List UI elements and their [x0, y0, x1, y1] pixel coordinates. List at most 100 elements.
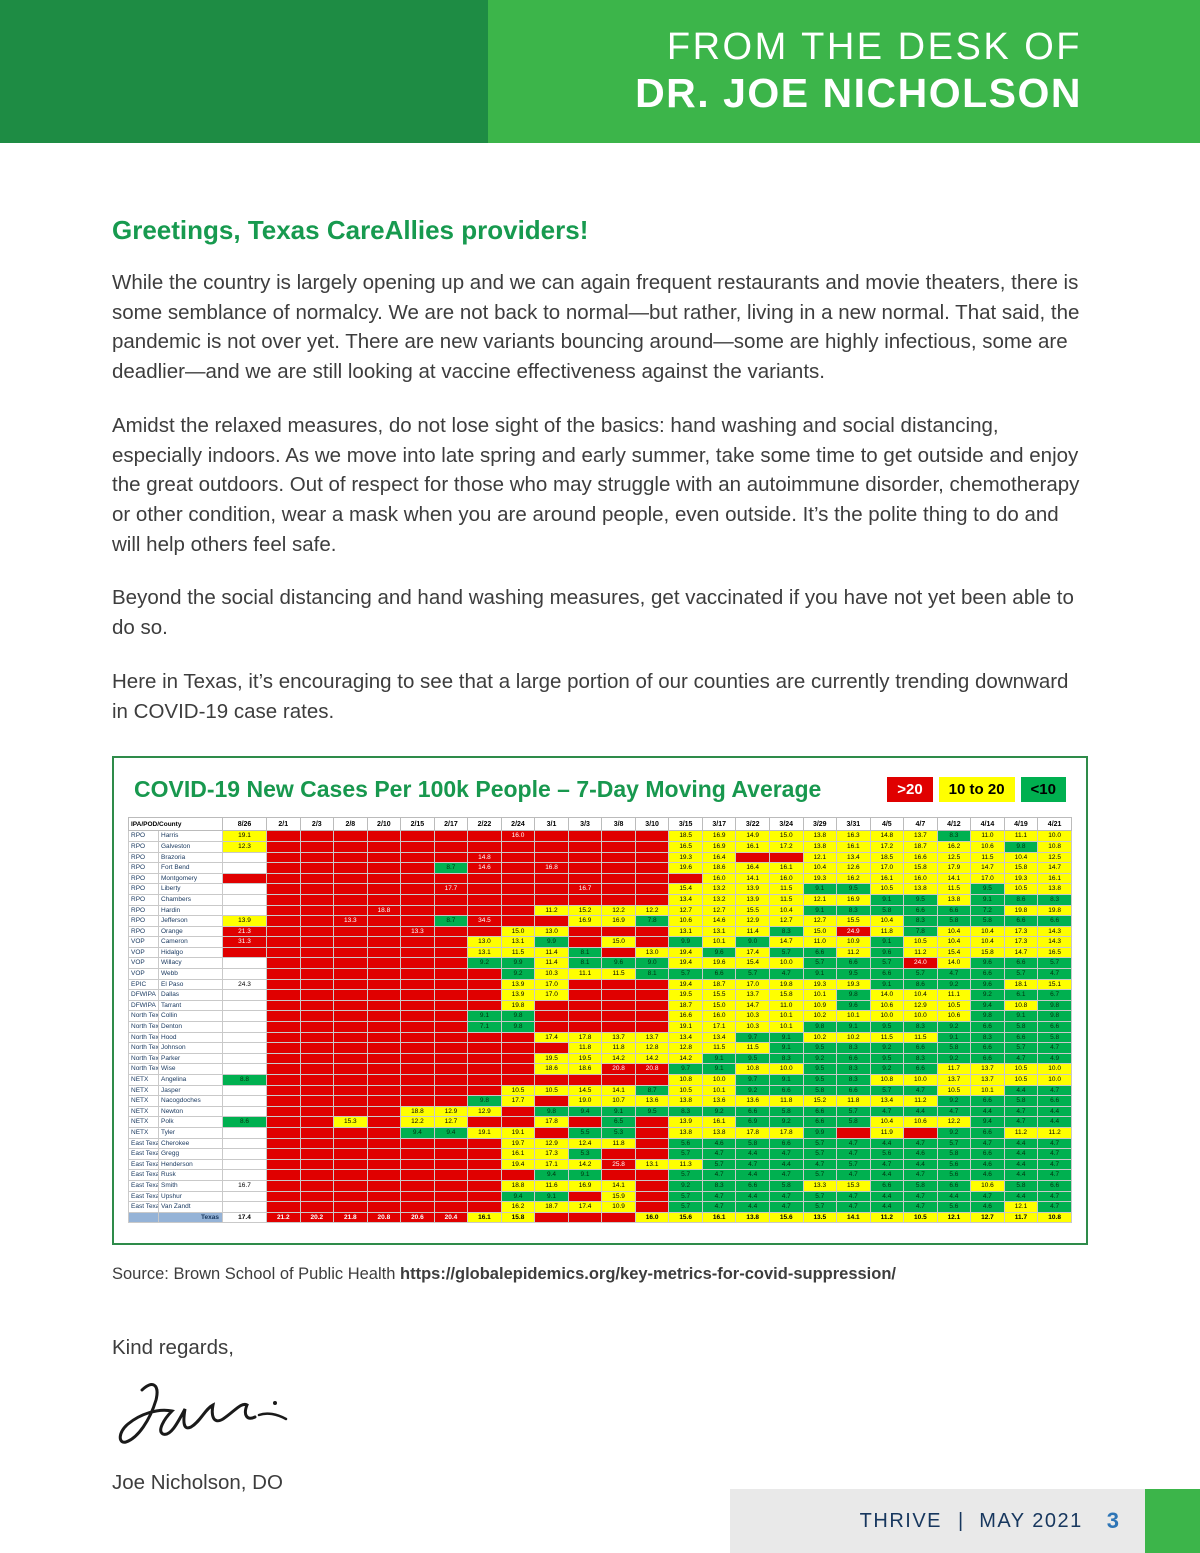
heatmap-col-header: 2/3 [299, 817, 335, 832]
heatmap-cell: 12.9 [433, 1105, 469, 1118]
heatmap-cell: 8.3 [768, 1052, 804, 1065]
heatmap-cell [634, 989, 670, 1001]
heatmap-cell: 16.9 [836, 893, 871, 906]
heatmap-cell [400, 1190, 435, 1203]
heatmap-cell: 9.8 [1003, 840, 1039, 853]
heatmap-cell [299, 1084, 335, 1097]
heatmap-cell: 10.3 [735, 1021, 770, 1033]
heatmap-cell [299, 978, 335, 991]
heatmap-cell: 8.7 [433, 862, 469, 874]
heatmap-cell [299, 1137, 335, 1150]
heatmap-cell [534, 1010, 569, 1023]
heatmap-cell: 5.8 [802, 1084, 838, 1097]
heatmap-cell [567, 872, 603, 885]
heatmap-cell: 5.6 [936, 1169, 972, 1181]
heatmap-cell [601, 893, 636, 906]
heatmap-cell: 5.8 [936, 1148, 972, 1160]
heatmap-cell: 5.7 [802, 1201, 838, 1213]
heatmap-cell: 9.5 [802, 1063, 838, 1075]
heatmap-cell [299, 1116, 335, 1128]
heatmap-cell: 8.3 [701, 1179, 737, 1192]
heatmap-cell: 4.6 [970, 1169, 1005, 1181]
heatmap-row: VOP Webb 9.2 10.3 11.1 11.5 8.1 5.7 6.6 5.7 4.7 9.1… [128, 968, 1072, 980]
heatmap-row: North Tex Collin 9.1 9.8 16.6 16.0 10.3 10.1 10.… [128, 1010, 1072, 1023]
heatmap-cell [601, 999, 636, 1012]
heatmap-cell [567, 1021, 603, 1033]
heatmap-cell: 8.3 [836, 1063, 871, 1075]
heatmap-cell: 13.8 [668, 1095, 703, 1107]
heatmap-cell [266, 1031, 301, 1044]
heatmap-org-label: RPO [128, 883, 159, 895]
heatmap-cell [266, 830, 301, 842]
heatmap-cell: 9.6 [601, 957, 636, 970]
heatmap-cell: 16.1 [1037, 872, 1072, 885]
heatmap-cell: 21.2 [266, 1211, 301, 1224]
heatmap-cell: 8.3 [768, 925, 804, 938]
heatmap-cell: 7.8 [634, 915, 670, 927]
heatmap-cell: 9.2 [802, 1052, 838, 1065]
heatmap-cell [567, 862, 603, 874]
heatmap-cell: 9.1 [768, 1042, 804, 1054]
heatmap-cell [467, 1052, 502, 1065]
heatmap-cell: 19.8 [500, 999, 536, 1012]
heatmap-cell [299, 1169, 335, 1181]
heatmap-cell [366, 1042, 402, 1054]
heatmap-col-header: 4/21 [1037, 817, 1072, 832]
heatmap-col-header: 8/26 [222, 817, 267, 832]
heatmap-org-label: RPO [128, 904, 159, 917]
heatmap-cell [467, 1137, 502, 1150]
heatmap-org-label: NETX [128, 1074, 159, 1086]
heatmap-cell: 5.7 [1003, 1042, 1039, 1054]
heatmap-org-label: NETX [128, 1095, 159, 1107]
heatmap-cell: 17.8 [534, 1116, 569, 1128]
heatmap-cell [299, 1010, 335, 1023]
heatmap-cell [433, 840, 469, 853]
heatmap-cell: 9.1 [701, 1052, 737, 1065]
heatmap-cell: 12.7 [433, 1116, 469, 1128]
heatmap-cell [299, 1201, 335, 1213]
heatmap-cell: 19.4 [668, 957, 703, 970]
heatmap-cell: 11.0 [802, 936, 838, 948]
heatmap-cell [500, 915, 536, 927]
heatmap-cell [433, 936, 469, 948]
heatmap-row: RPO Chambers 13.4 13.2 13.9 11.5 12.1 16.9 9.1 9.… [128, 893, 1072, 906]
heatmap-cell: 16.1 [735, 840, 770, 853]
heatmap-cell: 9.8 [467, 1095, 502, 1107]
heatmap-cell [266, 1105, 301, 1118]
legend-item: <10 [1020, 777, 1066, 803]
heatmap-cell: 5.7 [802, 1169, 838, 1181]
heatmap-cell: 10.5 [500, 1084, 536, 1097]
heatmap-cell: 18.8 [366, 904, 402, 917]
heatmap-cell: 9.1 [869, 893, 905, 906]
heatmap-cell [634, 1148, 670, 1160]
heatmap-cell [299, 1031, 335, 1044]
heatmap-cell [222, 1084, 267, 1097]
heatmap-cell [222, 1201, 267, 1213]
heatmap-cell [567, 1190, 603, 1203]
heatmap-row: East TexasUpshur9.49.115.95.74.74.44.75.… [128, 1190, 1072, 1203]
heatmap-cell [567, 1074, 603, 1086]
source-link[interactable]: https://globalepidemics.org/key-metrics-… [400, 1265, 897, 1284]
heatmap-cell [433, 1021, 469, 1033]
heatmap-cell: 12.8 [634, 1042, 670, 1054]
heatmap-cell: 11.5 [701, 1042, 737, 1054]
heatmap-cell: 11.5 [970, 851, 1005, 864]
heatmap-cell: 10.4 [802, 862, 838, 874]
heatmap-cell [567, 830, 603, 842]
heatmap-cell: 9.2 [467, 957, 502, 970]
heatmap-county-label: Webb [158, 968, 223, 980]
heatmap-cell [299, 840, 335, 853]
heatmap-cell: 4.4 [970, 1105, 1005, 1118]
heatmap-cell: 18.8 [400, 1105, 435, 1118]
heatmap-cell [601, 840, 636, 853]
heatmap-cell: 19.4 [500, 1158, 536, 1171]
heatmap-org-label: DFWIPA [128, 999, 159, 1012]
heatmap-cell: 5.7 [936, 1137, 972, 1150]
heatmap-cell: 4.7 [802, 1158, 838, 1171]
heatmap-cell [433, 1169, 469, 1181]
heatmap-cell [601, 1169, 636, 1181]
heatmap-cell [222, 872, 267, 885]
heatmap-cell [433, 893, 469, 906]
heatmap-cell: 9.5 [836, 883, 871, 895]
heatmap-cell [222, 893, 267, 906]
